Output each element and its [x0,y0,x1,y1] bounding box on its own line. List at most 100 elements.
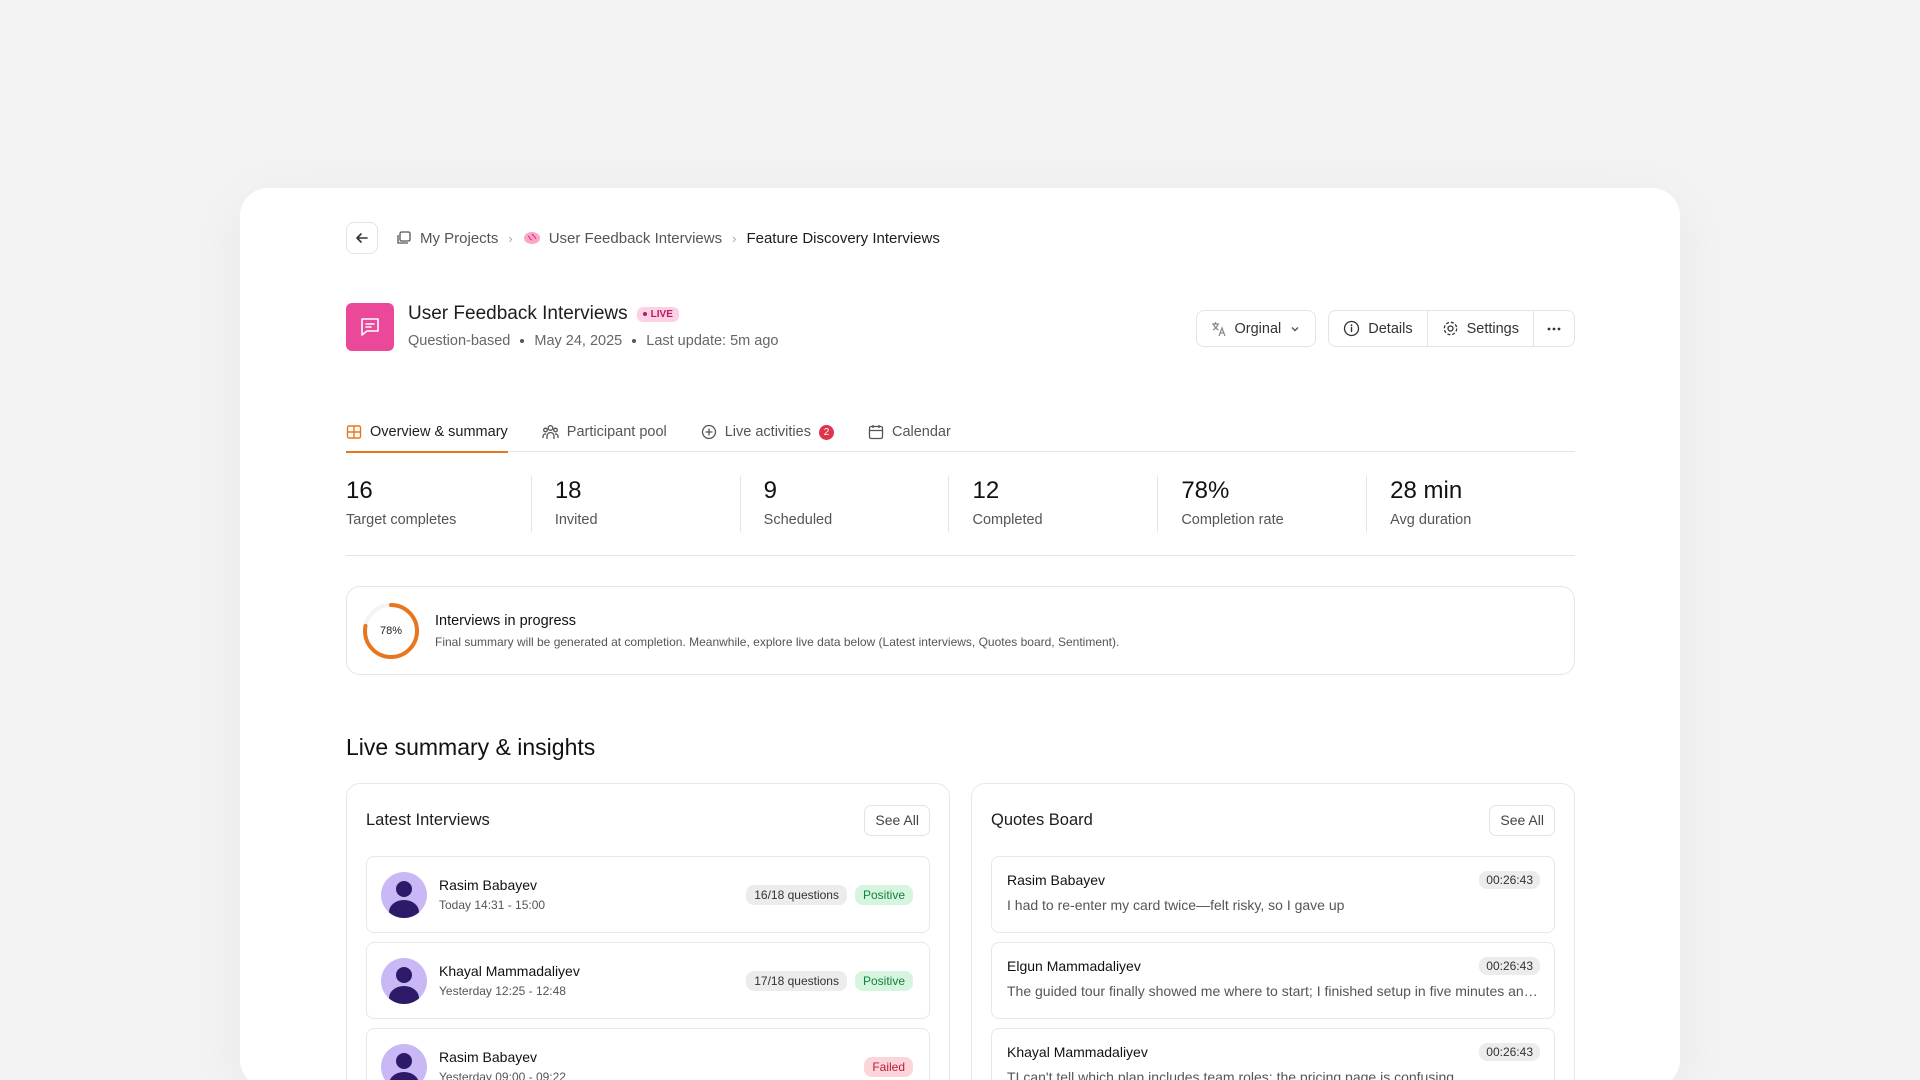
users-icon [542,425,559,439]
project-icon [346,303,394,351]
section-title: Live summary & insights [346,734,596,760]
stat-value: 78% [1181,477,1230,504]
live-dot-icon [642,312,647,316]
stat-value: 18 [554,477,582,504]
settings-button[interactable]: Settings [1428,311,1534,346]
see-all-button[interactable]: See All [1489,804,1555,836]
progress-ring: 78% [361,601,421,661]
folders-icon [397,231,411,244]
calendar-icon [868,425,884,440]
language-select[interactable]: Orginal [1195,310,1317,347]
interviewee-name: Rasim Babayev [439,877,538,893]
interview-row[interactable]: Rasim Babayev Today 14:31 - 15:00 16/18 … [366,856,930,933]
back-button[interactable] [346,222,378,254]
quote-author: Rasim Babayev [1007,872,1106,888]
tab-label: Calendar [891,424,951,440]
info-icon [1344,320,1360,337]
panel-header: Latest Interviews See All [347,784,949,856]
stat-value: 9 [763,477,778,504]
interview-info: Rasim Babayev Today 14:31 - 15:00 [439,877,738,912]
tab-label: Live activities [724,424,811,440]
arrow-left-icon [356,233,368,243]
quote-text: TI can't tell which plan includes team r… [1007,1069,1455,1080]
project-title: User Feedback Interviews [408,303,628,324]
stat-value: 16 [346,477,373,504]
breadcrumb-label: Feature Discovery Interviews [746,229,940,247]
project-meta: Question-based May 24, 2025 Last update:… [408,333,778,349]
stat-label: Completion rate [1181,512,1284,528]
chevron-down-icon [1291,326,1299,331]
quote-header: Elgun Mammadaliyev 00:26:43 [1007,957,1540,975]
stat-target-completes: 16 Target completes [346,476,532,532]
project-type: Question-based [408,333,511,349]
tab-live-activities[interactable]: Live activities 2 [701,412,834,452]
quote-timestamp: 00:26:43 [1479,957,1540,975]
see-all-button[interactable]: See All [864,804,930,836]
breadcrumb-label: My Projects [420,229,499,247]
interview-info: Khayal Mammadaliyev Yesterday 12:25 - 12… [439,963,738,998]
breadcrumb: My Projects › User Feedback Interviews ›… [346,222,940,254]
progress-banner: 78% Interviews in progress Final summary… [346,586,1575,675]
tab-overview[interactable]: Overview & summary [346,412,508,453]
quote-text: I had to re-enter my card twice—felt ris… [1007,897,1345,913]
stat-label: Avg duration [1390,512,1472,528]
project-header: User Feedback Interviews LIVE Question-b… [346,303,1575,353]
progress-text: Interviews in progress Final summary wil… [435,613,1119,649]
tab-calendar[interactable]: Calendar [868,412,951,452]
tab-label: Participant pool [566,424,667,440]
details-button[interactable]: Details [1329,311,1428,346]
breadcrumb-item-project[interactable]: User Feedback Interviews [523,230,722,247]
questions-badge: 16/18 questions [746,884,847,905]
breadcrumb-label: User Feedback Interviews [548,229,723,247]
project-last-update: Last update: 5m ago [646,333,779,349]
stat-scheduled: 9 Scheduled [741,476,950,532]
quote-list: Rasim Babayev 00:26:43 I had to re-enter… [972,856,1574,1080]
quote-card[interactable]: Rasim Babayev 00:26:43 I had to re-enter… [991,856,1555,933]
language-label: Orginal [1234,320,1282,337]
stat-value: 12 [972,477,1000,504]
tab-bar: Overview & summary Participant pool Live… [346,412,1575,453]
panel-title: Latest Interviews [366,810,490,829]
interview-info: Rasim Babayev Yesterday 09:00 - 09:22 [439,1049,856,1080]
header-actions: Orginal Details Settings [1195,310,1575,347]
interview-time: Yesterday 12:25 - 12:48 [439,984,566,998]
interview-time: Yesterday 09:00 - 09:22 [439,1070,566,1080]
stat-value: 28 min [1390,477,1463,504]
brain-icon [523,232,540,244]
stats-row: 16 Target completes 18 Invited 9 Schedul… [346,476,1575,556]
chat-icon [361,318,379,336]
progress-title: Interviews in progress [435,612,577,629]
quote-header: Rasim Babayev 00:26:43 [1007,871,1540,889]
questions-badge: 17/18 questions [746,970,847,991]
tab-participant-pool[interactable]: Participant pool [542,412,667,452]
details-label: Details [1368,320,1413,337]
translate-icon [1211,321,1226,336]
grid-icon [346,425,362,439]
chevron-right-icon: › [508,230,513,246]
status-badge: Failed [864,1056,913,1077]
avatar [381,871,427,918]
interview-row[interactable]: Rasim Babayev Yesterday 09:00 - 09:22 Fa… [366,1028,930,1080]
quote-card[interactable]: Khayal Mammadaliyev 00:26:43 TI can't te… [991,1028,1555,1080]
quote-text: The guided tour finally showed me where … [1007,983,1540,999]
project-date: May 24, 2025 [534,333,623,349]
page-title: User Feedback Interviews LIVE [408,303,679,325]
avatar [381,957,427,1004]
latest-interviews-panel: Latest Interviews See All Rasim Babayev … [346,783,950,1080]
activity-icon [701,424,716,440]
stat-label: Completed [972,512,1043,528]
interview-row[interactable]: Khayal Mammadaliyev Yesterday 12:25 - 12… [366,942,930,1019]
separator-dot [520,339,525,343]
quote-timestamp: 00:26:43 [1479,1043,1540,1061]
separator-dot [632,339,637,343]
settings-label: Settings [1466,320,1519,337]
avatar [381,1043,427,1080]
breadcrumb-item-my-projects[interactable]: My Projects [396,230,498,247]
more-options-button[interactable] [1534,311,1574,346]
interviewee-name: Khayal Mammadaliyev [439,963,580,979]
stat-completion-rate: 78% Completion rate [1158,476,1368,532]
progress-ring-arc [363,602,419,659]
quote-author: Elgun Mammadaliyev [1007,958,1141,974]
quote-card[interactable]: Elgun Mammadaliyev 00:26:43 The guided t… [991,942,1555,1019]
stat-completed: 12 Completed [949,476,1159,532]
